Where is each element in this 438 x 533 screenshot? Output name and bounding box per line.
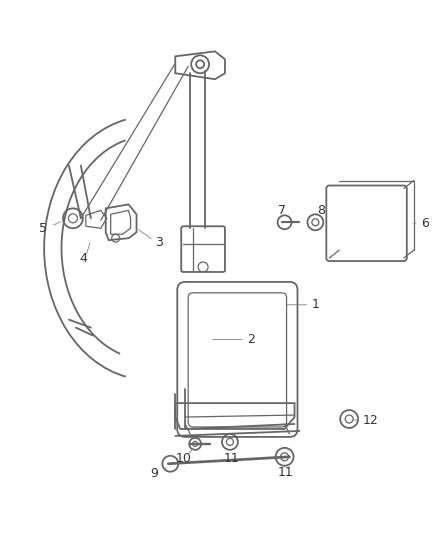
Text: 12: 12	[363, 414, 379, 426]
Text: 5: 5	[39, 222, 47, 235]
Text: 7: 7	[278, 204, 286, 217]
Text: 6: 6	[421, 217, 429, 230]
Text: 3: 3	[155, 236, 163, 249]
Text: 8: 8	[318, 204, 325, 217]
Text: 2: 2	[247, 333, 255, 346]
Text: 11: 11	[278, 466, 293, 479]
Text: 11: 11	[224, 453, 240, 465]
Text: 10: 10	[175, 453, 191, 465]
Text: 4: 4	[79, 252, 87, 264]
Text: 1: 1	[311, 298, 319, 311]
Text: 9: 9	[150, 467, 158, 480]
